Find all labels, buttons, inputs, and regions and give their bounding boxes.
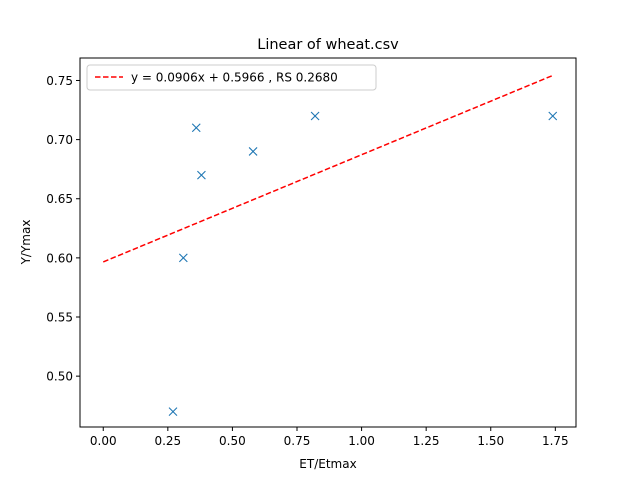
data-point-stroke: [191, 123, 201, 133]
legend: y = 0.0906x + 0.5966 , RS 0.2680: [86, 64, 377, 91]
data-point-stroke: [168, 407, 178, 417]
x-axis-label: ET/Etmax: [299, 457, 356, 471]
data-point: [310, 111, 320, 121]
data-point: [178, 253, 188, 263]
chart-title: Linear of wheat.csv: [257, 37, 399, 53]
x-tick-label: 0.25: [154, 434, 181, 448]
y-tick-label: 0.60: [46, 251, 73, 265]
data-point-stroke: [178, 253, 188, 263]
y-axis-ticks: 0.50 0.55 0.60 0.65 0.70 0.75: [46, 74, 80, 384]
data-point: [548, 111, 558, 121]
fit-line: [102, 74, 554, 263]
data-point: [197, 170, 206, 180]
y-tick-label: 0.70: [46, 133, 73, 147]
y-tick-label: 0.65: [46, 192, 73, 206]
x-tick-label: 1.75: [542, 434, 569, 448]
legend-box: [86, 64, 377, 91]
data-point: [248, 147, 258, 156]
data-point: [168, 407, 178, 417]
fit-line-layer: [102, 74, 554, 263]
data-point: [191, 123, 201, 133]
data-point-stroke: [197, 170, 206, 180]
plot-area-frame: [79, 57, 577, 428]
y-tick-label: 0.75: [46, 74, 73, 88]
x-tick-label: 1.00: [348, 434, 375, 448]
legend-label: y = 0.0906x + 0.5966 , RS 0.2680: [131, 71, 338, 85]
y-axis-label: Y/Ymax: [19, 220, 33, 266]
x-tick-label: 1.25: [413, 434, 440, 448]
x-tick-label: 1.50: [477, 434, 504, 448]
x-tick-label: 0.00: [90, 434, 117, 448]
y-tick-label: 0.50: [46, 370, 73, 384]
data-point-stroke: [310, 111, 320, 121]
data-point-stroke: [548, 111, 558, 121]
x-axis-ticks: 0.00 0.25 0.50 0.75 1.00 1.25 1.50 1.75: [90, 427, 569, 448]
scatter-points: [168, 111, 558, 417]
y-tick-label: 0.55: [46, 311, 73, 325]
x-tick-label: 0.75: [284, 434, 311, 448]
data-point-stroke: [248, 147, 258, 156]
x-tick-label: 0.50: [219, 434, 246, 448]
